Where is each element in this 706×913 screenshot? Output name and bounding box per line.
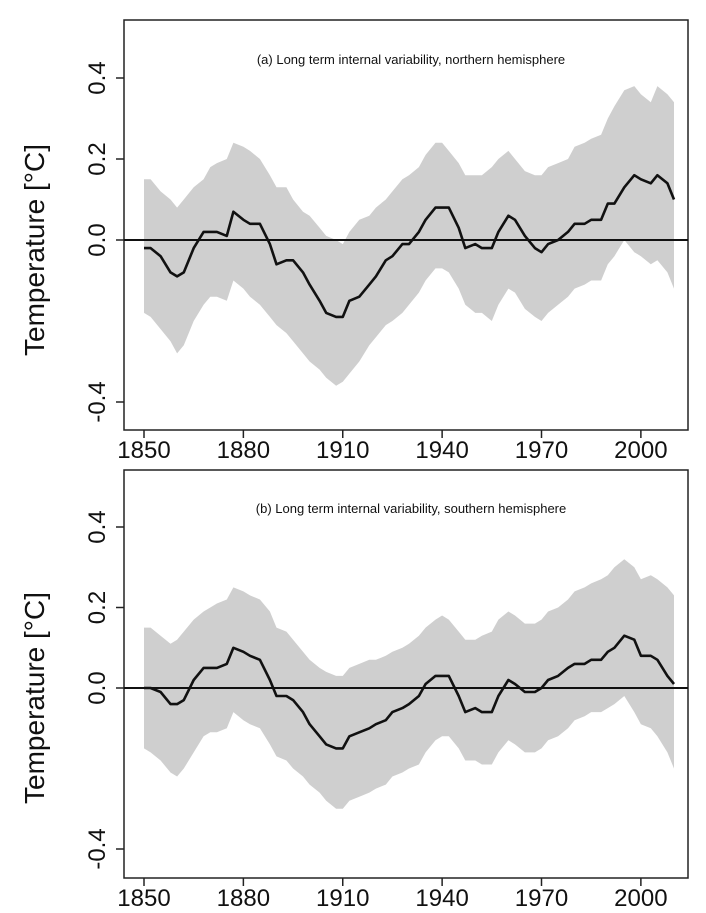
y-tick-label: 0.4: [84, 61, 111, 94]
x-tick-label: 1940: [415, 437, 468, 464]
panel-b: (b) Long term internal variability, sout…: [19, 469, 689, 912]
temperature-line: [144, 173, 676, 319]
y-tick-label: -0.4: [84, 828, 111, 869]
x-tick-label: 1850: [117, 437, 170, 464]
y-tick-label: 0.0: [84, 671, 111, 704]
x-tick-label: 1850: [117, 885, 170, 912]
x-tick-label: 1970: [515, 885, 568, 912]
y-tick-label: 0.4: [84, 510, 111, 543]
y-tick-label: 0.0: [84, 223, 111, 256]
y-axis-label: Temperature [°C]: [19, 592, 50, 804]
panel-a: (a) Long term internal variability, nort…: [19, 19, 689, 464]
variability-band: [144, 559, 674, 809]
x-tick-label: 1940: [415, 885, 468, 912]
y-tick-label: -0.4: [84, 381, 111, 422]
plot-frame: [123, 469, 689, 879]
y-tick-label: 0.2: [84, 142, 111, 175]
plot-frame: [123, 19, 689, 431]
y-tick-label: 0.2: [84, 591, 111, 624]
x-tick-label: 2000: [614, 885, 667, 912]
x-tick-label: 1880: [217, 885, 270, 912]
temperature-line: [144, 634, 676, 750]
panel-title: (a) Long term internal variability, nort…: [257, 52, 565, 67]
x-tick-label: 1910: [316, 885, 369, 912]
x-tick-label: 1880: [217, 437, 270, 464]
x-tick-label: 1910: [316, 437, 369, 464]
y-axis-label: Temperature [°C]: [19, 144, 50, 356]
panel-title: (b) Long term internal variability, sout…: [256, 501, 566, 516]
x-tick-label: 1970: [515, 437, 568, 464]
variability-band: [144, 86, 674, 386]
x-tick-label: 2000: [614, 437, 667, 464]
